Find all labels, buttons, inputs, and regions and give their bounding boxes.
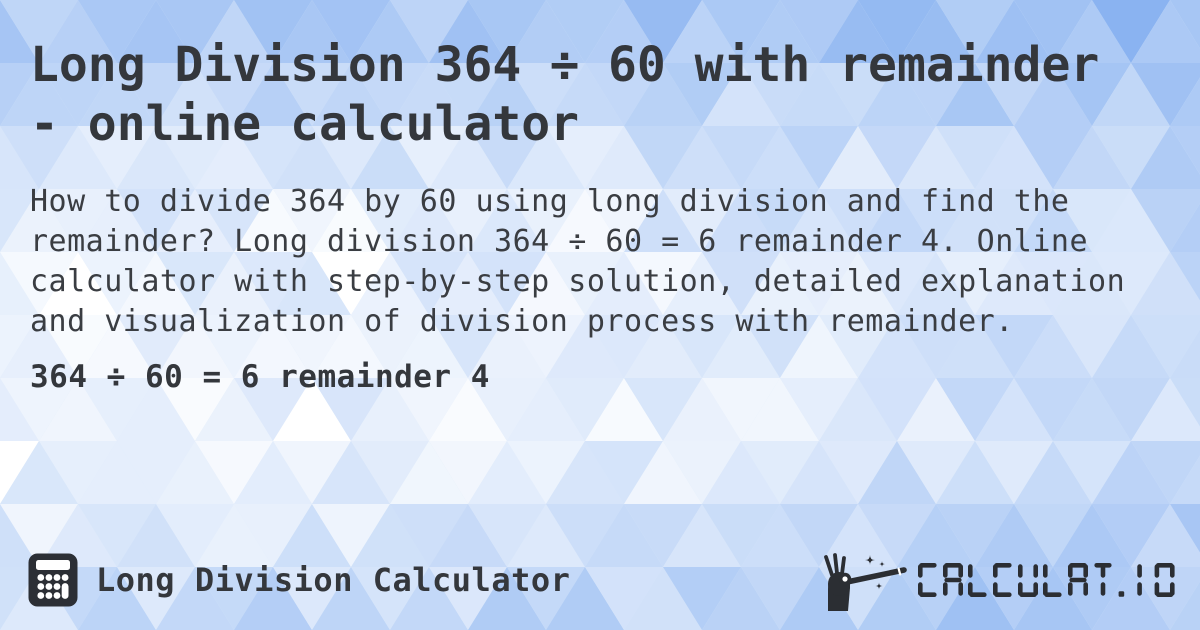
page-title: Long Division 364 ÷ 60 with remainder - … xyxy=(30,37,1100,152)
footer-app: Long Division Calculator xyxy=(28,553,570,607)
magic-wand-icon xyxy=(818,549,910,611)
division-result: 364 ÷ 60 = 6 remainder 4 xyxy=(30,359,490,395)
page-description: How to divide 364 by 60 using long divis… xyxy=(30,184,1126,339)
footer-brand xyxy=(818,549,1175,611)
brand-logo-text xyxy=(918,563,1175,597)
calculator-icon xyxy=(28,553,78,607)
footer: Long Division Calculator xyxy=(28,548,1175,612)
sparkle-stars xyxy=(865,555,886,590)
footer-app-name: Long Division Calculator xyxy=(96,561,571,599)
